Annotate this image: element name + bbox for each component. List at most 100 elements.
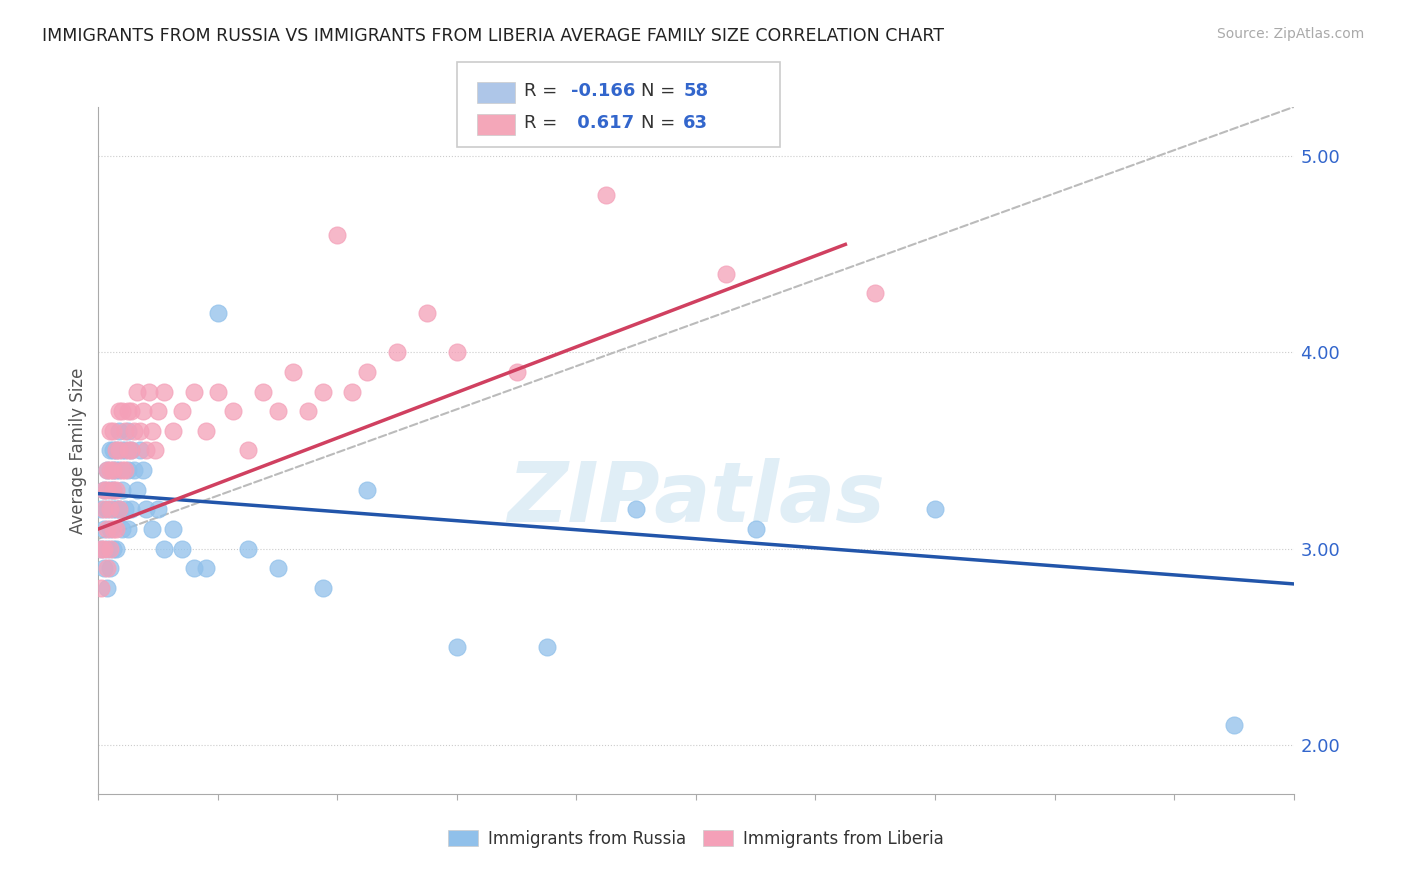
Point [120, 502, 142, 516]
Point [96, 463, 118, 477]
Point [98, 443, 122, 458]
Point [183, 561, 205, 575]
Point [105, 443, 128, 458]
Point [108, 502, 131, 516]
Point [103, 463, 125, 477]
Point [506, 365, 529, 379]
Point [135, 443, 157, 458]
Point [127, 483, 149, 497]
Point [148, 502, 170, 516]
Point [93, 541, 115, 556]
Point [183, 384, 205, 399]
Point [342, 384, 364, 399]
Point [103, 424, 125, 438]
Point [103, 463, 125, 477]
Point [865, 286, 887, 301]
Point [103, 483, 125, 497]
Point [626, 502, 648, 516]
Point [745, 522, 768, 536]
Point [98, 561, 122, 575]
Point [96, 541, 118, 556]
Point [148, 404, 170, 418]
Point [326, 227, 349, 242]
Point [114, 443, 136, 458]
Point [103, 541, 125, 556]
Point [98, 541, 122, 556]
Point [117, 443, 139, 458]
Point [311, 384, 333, 399]
Point [105, 502, 128, 516]
Point [924, 502, 946, 516]
Point [141, 522, 163, 536]
Point [124, 424, 146, 438]
Point [105, 522, 128, 536]
Point [111, 483, 134, 497]
Point [195, 424, 218, 438]
Point [114, 424, 136, 438]
Point [117, 424, 139, 438]
Point [207, 384, 229, 399]
Point [236, 443, 259, 458]
Point [105, 463, 128, 477]
Point [153, 384, 176, 399]
Point [120, 404, 142, 418]
Point [103, 502, 125, 516]
Point [595, 188, 617, 202]
Point [117, 463, 139, 477]
Point [98, 483, 122, 497]
Point [96, 561, 118, 575]
Point [108, 502, 131, 516]
Point [93, 483, 115, 497]
Point [127, 384, 149, 399]
Point [207, 306, 229, 320]
Point [108, 443, 131, 458]
Point [536, 640, 558, 654]
Point [162, 424, 184, 438]
Point [172, 404, 194, 418]
Point [114, 502, 136, 516]
Point [98, 424, 122, 438]
Point [103, 443, 125, 458]
Point [132, 463, 155, 477]
Text: 0.617: 0.617 [571, 114, 634, 132]
Point [96, 581, 118, 595]
Point [129, 424, 152, 438]
Point [105, 443, 128, 458]
Text: -0.166: -0.166 [571, 82, 636, 100]
Point [111, 522, 134, 536]
Point [281, 365, 304, 379]
Point [111, 443, 134, 458]
Point [172, 541, 194, 556]
Point [96, 483, 118, 497]
Point [90, 541, 112, 556]
Text: N =: N = [641, 82, 681, 100]
Point [117, 522, 139, 536]
Text: IMMIGRANTS FROM RUSSIA VS IMMIGRANTS FROM LIBERIA AVERAGE FAMILY SIZE CORRELATIO: IMMIGRANTS FROM RUSSIA VS IMMIGRANTS FRO… [42, 27, 945, 45]
Y-axis label: Average Family Size: Average Family Size [69, 368, 87, 533]
Point [267, 561, 290, 575]
Point [446, 640, 468, 654]
Point [90, 541, 112, 556]
Text: Source: ZipAtlas.com: Source: ZipAtlas.com [1216, 27, 1364, 41]
Point [129, 443, 152, 458]
Point [105, 483, 128, 497]
Point [120, 443, 142, 458]
Point [297, 404, 319, 418]
Point [195, 561, 218, 575]
Point [96, 463, 118, 477]
Point [93, 483, 115, 497]
Point [98, 522, 122, 536]
Point [111, 404, 134, 418]
Point [108, 404, 131, 418]
Point [90, 502, 112, 516]
Point [114, 463, 136, 477]
Point [120, 443, 142, 458]
Point [138, 384, 160, 399]
Point [103, 522, 125, 536]
Point [153, 541, 176, 556]
Point [416, 306, 439, 320]
Point [108, 463, 131, 477]
Point [222, 404, 245, 418]
Point [93, 522, 115, 536]
Point [103, 483, 125, 497]
